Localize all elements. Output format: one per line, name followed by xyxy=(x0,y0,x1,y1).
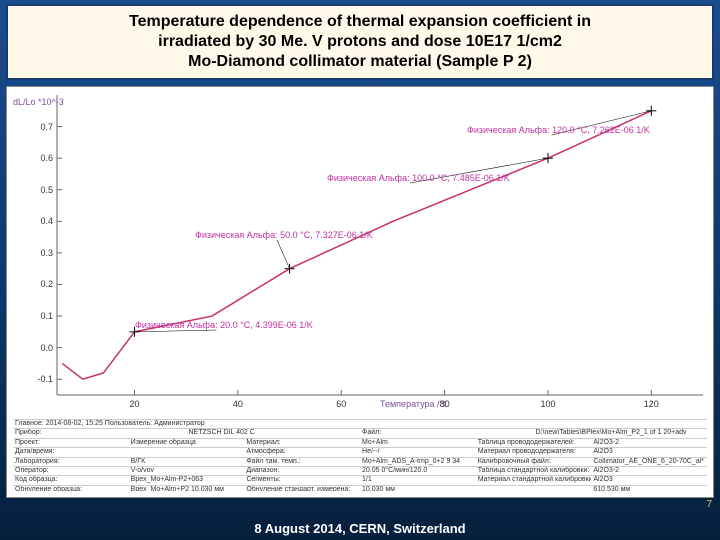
meta-cell: 1/1 xyxy=(360,476,476,484)
meta-cell: Калибровочный файл: xyxy=(476,458,592,466)
meta-cell: Bpex_Mo+Alm-P2+063 xyxy=(129,476,245,484)
meta-cell: Сегменты: xyxy=(244,476,360,484)
meta-cell: Дата/время: xyxy=(13,448,129,456)
meta-cell: Mo+Alm xyxy=(360,439,476,447)
title-line-3: Mo-Diamond collimator material (Sample P… xyxy=(18,52,702,72)
meta-cell: Обнуление образца: xyxy=(13,486,129,491)
chart-panel: dL/Lo *10^-3 -0.1 0.0 0.1 0.2 0.3 0.4 0.5 0.6 0.… xyxy=(6,86,714,498)
meta-cell: Проект: xyxy=(13,439,129,447)
meta-cell: Al2O3-2 xyxy=(591,467,707,475)
meta-row: Проект:Измерение образцаМатериал:Mo+AlmТ… xyxy=(13,438,707,447)
meta-cell: Диапазон: xyxy=(244,467,360,475)
chart-svg xyxy=(57,95,703,395)
x-tick-label: 120 xyxy=(644,399,659,409)
meta-header: Главное: 2014-08-02, 15:25 Пользователь:… xyxy=(13,420,707,428)
y-tick-label: 0.1 xyxy=(40,311,53,321)
meta-cell: NETZSCH DIL 402 C xyxy=(187,429,361,437)
meta-cell: Mo+Alm_ADS_A-tmp_0+2 9 34 xyxy=(360,458,476,466)
meta-cell: Файл там. темп.: xyxy=(244,458,360,466)
title-box: Temperature dependence of thermal expans… xyxy=(6,4,714,80)
meta-row: Обнуление образца:Bpex_Mo+Alm+P2 10.030 … xyxy=(13,485,707,491)
y-tick-label: 0.0 xyxy=(40,343,53,353)
data-point-annotation: Физическая Альфа: 20.0 °C, 4.399E-06 1/K xyxy=(135,320,313,330)
meta-cell: 20.05 0°C/мин/120.0 xyxy=(360,467,476,475)
meta-cell: Al2O3 xyxy=(591,448,707,456)
meta-cell: 610.530 мм xyxy=(591,486,707,491)
meta-cell: Файл: xyxy=(360,429,534,437)
meta-cell: Al2O3-2 xyxy=(591,439,707,447)
x-tick-label: 20 xyxy=(130,399,140,409)
meta-row: Код образца:Bpex_Mo+Alm-P2+063Сегменты:1… xyxy=(13,475,707,484)
page-number: 7 xyxy=(706,499,712,510)
data-point-annotation: Физическая Альфа: 50.0 °C, 7.327E-06 1/K xyxy=(195,230,373,240)
meta-cell xyxy=(129,448,245,456)
x-tick-label: 40 xyxy=(233,399,243,409)
y-tick-label: 0.3 xyxy=(40,248,53,258)
meta-row: Дата/время: Атмосфера:Не/--/Материал пров… xyxy=(13,447,707,456)
meta-row: Лаборатория:В/ГКФайл там. темп.:Mo+Alm_A… xyxy=(13,457,707,466)
footer-text: 8 August 2014, CERN, Switzerland xyxy=(0,521,720,536)
meta-cell: Лаборатория: xyxy=(13,458,129,466)
y-axis-label: dL/Lo *10^-3 xyxy=(13,97,64,107)
meta-cell: Прибор: xyxy=(13,429,187,437)
y-tick-label: -0.1 xyxy=(37,374,53,384)
x-tick-label: 60 xyxy=(336,399,346,409)
meta-cell: Обнуление стандарт. измерена: xyxy=(244,486,360,491)
meta-row: Прибор:NETZSCH DIL 402 CФайл:D:\new\Tabl… xyxy=(13,428,707,437)
meta-cell: Код образца: xyxy=(13,476,129,484)
meta-cell: Collimator_AE_ONE_6_20-70C_al* xyxy=(591,458,707,466)
meta-cell xyxy=(476,486,592,491)
meta-cell: 10.030 мм xyxy=(360,486,476,491)
meta-cell: Таблица стандартной калибровки: xyxy=(476,467,592,475)
meta-header-row: Главное: 2014-08-02, 15:25 Пользователь:… xyxy=(13,419,707,428)
meta-row: Оператор:V-o/vovДиапазон:20.05 0°C/мин/1… xyxy=(13,466,707,475)
meta-cell: D:\new\Tables\BPlex\Mo+Alm_P2_1 of 1 20+… xyxy=(534,429,708,437)
meta-cell: Оператор: xyxy=(13,467,129,475)
meta-cell: Материал: xyxy=(244,439,360,447)
meta-cell: В/ГК xyxy=(129,458,245,466)
meta-cell: Не/--/ xyxy=(360,448,476,456)
meta-cell: Измерение образца xyxy=(129,439,245,447)
meta-cell: V-o/vov xyxy=(129,467,245,475)
data-point-annotation: Физическая Альфа: 100.0 °C, 7.485E-06 1/… xyxy=(327,173,510,183)
x-axis-label: Температура /°C xyxy=(380,399,450,409)
metadata-table: Главное: 2014-08-02, 15:25 Пользователь:… xyxy=(13,419,707,491)
data-point-annotation: Физическая Альфа: 120.0 °C, 7.262E-06 1/… xyxy=(467,125,650,135)
y-tick-label: 0.6 xyxy=(40,153,53,163)
x-tick-label: 100 xyxy=(540,399,555,409)
y-tick-label: 0.5 xyxy=(40,185,53,195)
meta-cell: Материал провододержателя: xyxy=(476,448,592,456)
meta-cell: Таблица провододержателей: xyxy=(476,439,592,447)
title-line-1: Temperature dependence of thermal expans… xyxy=(18,12,702,32)
meta-cell: Атмосфера: xyxy=(244,448,360,456)
title-line-2: irradiated by 30 Me. V protons and dose … xyxy=(18,32,702,52)
meta-cell: Al2O3 xyxy=(591,476,707,484)
y-tick-label: 0.4 xyxy=(40,216,53,226)
meta-cell: Bpex_Mo+Alm+P2 10.030 мм xyxy=(129,486,245,491)
plot-area: dL/Lo *10^-3 -0.10.00.10.20.30.40.50.60.… xyxy=(57,95,703,395)
y-tick-label: 0.7 xyxy=(40,122,53,132)
y-tick-label: 0.2 xyxy=(40,279,53,289)
meta-cell: Материал стандартной калибровки: xyxy=(476,476,592,484)
